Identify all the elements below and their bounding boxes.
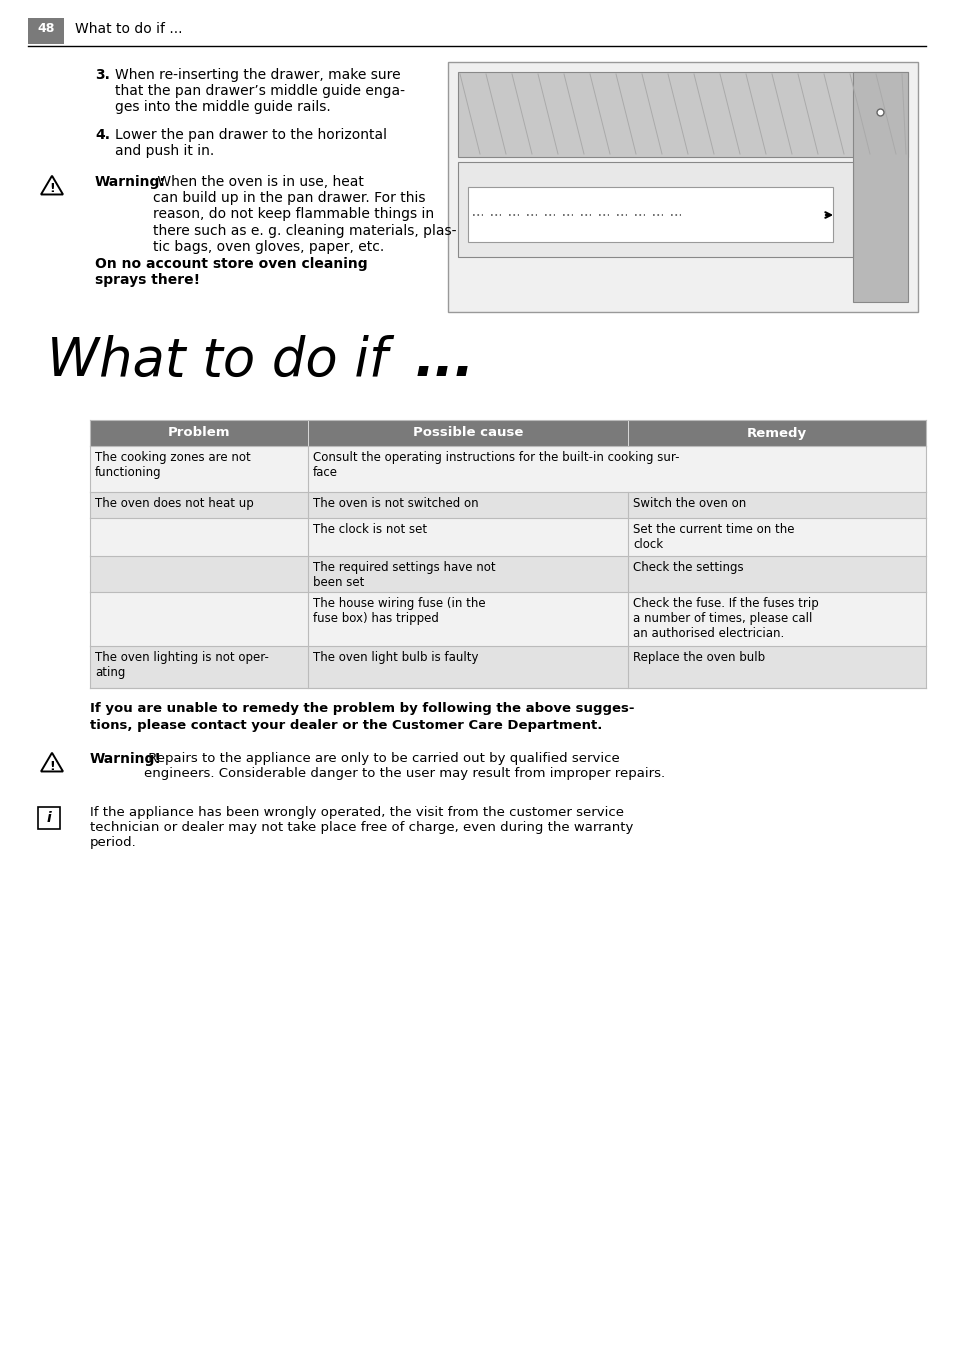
- Text: 48: 48: [37, 22, 54, 35]
- Text: When the oven is in use, heat
can build up in the pan drawer. For this
reason, d: When the oven is in use, heat can build …: [152, 174, 456, 254]
- Text: Replace the oven bulb: Replace the oven bulb: [633, 652, 764, 664]
- Text: Problem: Problem: [168, 426, 230, 439]
- Bar: [90, 518, 925, 556]
- Bar: [468, 187, 832, 242]
- Text: The oven does not heat up: The oven does not heat up: [95, 498, 253, 510]
- Text: The required settings have not
been set: The required settings have not been set: [313, 561, 496, 589]
- Bar: [90, 420, 925, 446]
- Text: Repairs to the appliance are only to be carried out by qualified service
enginee: Repairs to the appliance are only to be …: [144, 752, 664, 780]
- Text: i: i: [47, 811, 51, 825]
- Text: When re-inserting the drawer, make sure
that the pan drawer’s middle guide enga-: When re-inserting the drawer, make sure …: [115, 68, 405, 115]
- Text: Warning:: Warning:: [95, 174, 166, 189]
- Text: Lower the pan drawer to the horizontal
and push it in.: Lower the pan drawer to the horizontal a…: [115, 128, 387, 158]
- Text: The oven lighting is not oper-
ating: The oven lighting is not oper- ating: [95, 652, 269, 679]
- Bar: [852, 72, 907, 301]
- Text: 3.: 3.: [95, 68, 110, 82]
- Text: What to do if ...: What to do if ...: [75, 22, 182, 37]
- Text: The cooking zones are not
functioning: The cooking zones are not functioning: [95, 452, 251, 479]
- Text: !: !: [49, 183, 55, 196]
- Text: Set the current time on the
clock: Set the current time on the clock: [633, 523, 794, 552]
- Text: The clock is not set: The clock is not set: [313, 523, 427, 535]
- Text: What to do if: What to do if: [47, 335, 404, 387]
- Text: 4.: 4.: [95, 128, 110, 142]
- Text: Check the fuse. If the fuses trip
a number of times, please call
an authorised e: Check the fuse. If the fuses trip a numb…: [633, 598, 818, 639]
- Text: tions, please contact your dealer or the Customer Care Department.: tions, please contact your dealer or the…: [90, 719, 601, 731]
- Text: Possible cause: Possible cause: [413, 426, 522, 439]
- Bar: [90, 446, 925, 492]
- Bar: [28, 18, 64, 45]
- Text: The house wiring fuse (in the
fuse box) has tripped: The house wiring fuse (in the fuse box) …: [313, 598, 485, 625]
- Bar: [90, 646, 925, 688]
- Text: Consult the operating instructions for the built-in cooking sur-
face: Consult the operating instructions for t…: [313, 452, 679, 479]
- Text: If the appliance has been wrongly operated, the visit from the customer service
: If the appliance has been wrongly operat…: [90, 806, 633, 849]
- Bar: [448, 62, 917, 312]
- Bar: [38, 807, 60, 829]
- Text: On no account store oven cleaning
sprays there!: On no account store oven cleaning sprays…: [95, 257, 367, 287]
- Text: Switch the oven on: Switch the oven on: [633, 498, 745, 510]
- Bar: [90, 492, 925, 518]
- Text: Check the settings: Check the settings: [633, 561, 742, 575]
- Text: If you are unable to remedy the problem by following the above sugges-: If you are unable to remedy the problem …: [90, 702, 634, 715]
- Text: ...: ...: [415, 335, 475, 387]
- Bar: [457, 72, 907, 157]
- Text: Warning!: Warning!: [90, 752, 162, 767]
- Bar: [90, 556, 925, 592]
- Text: Remedy: Remedy: [746, 426, 806, 439]
- Text: !: !: [49, 760, 55, 772]
- Text: The oven is not switched on: The oven is not switched on: [313, 498, 478, 510]
- Bar: [457, 162, 852, 257]
- Text: The oven light bulb is faulty: The oven light bulb is faulty: [313, 652, 478, 664]
- Bar: [90, 592, 925, 646]
